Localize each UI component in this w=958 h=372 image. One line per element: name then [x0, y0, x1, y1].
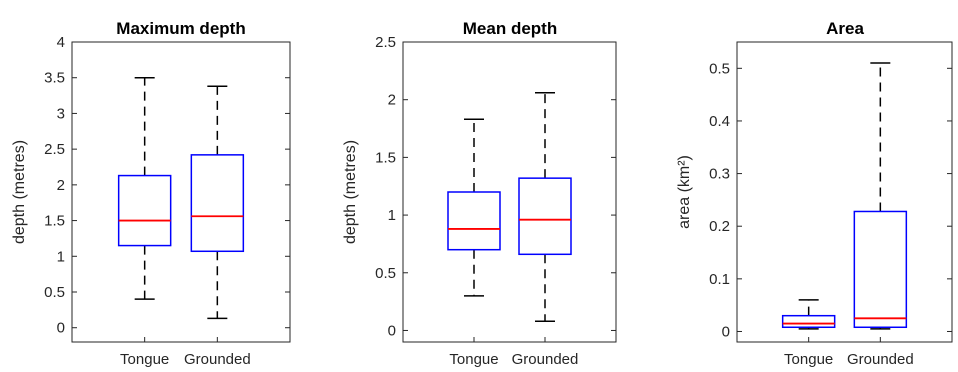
- y-tick-label: 2: [388, 92, 396, 109]
- y-tick-label: 1.5: [375, 149, 396, 166]
- y-tick-label: 4: [57, 34, 65, 51]
- y-tick-label: 0.5: [375, 265, 396, 282]
- box-iqr: [117, 174, 172, 247]
- box-iqr: [190, 154, 245, 253]
- y-tick-label: 0: [722, 323, 730, 340]
- y-tick-label: 1.5: [44, 213, 65, 230]
- y-axis-label: depth (metres): [11, 140, 28, 244]
- x-tick-label: Grounded: [847, 351, 914, 368]
- x-tick-label: Grounded: [512, 351, 579, 368]
- y-tick-label: 1: [388, 207, 396, 224]
- x-tick-label: Grounded: [184, 351, 251, 368]
- x-tick-label: Tongue: [784, 351, 833, 368]
- y-tick-label: 0.5: [709, 60, 730, 77]
- chart-panel-2: Mean depth 0 0.5 1 1.5 2 2.5 depth (metres) Tong…: [342, 19, 617, 368]
- chart-panel-1: Maximum depth 0 0.5 1 1.5 2 2.5 3 3.5 4 depth (met…: [11, 19, 291, 368]
- y-tick-label: 0.4: [709, 113, 730, 130]
- y-tick-label: 3: [57, 105, 65, 122]
- plot-frame: [71, 41, 291, 343]
- x-tick-label: Tongue: [120, 351, 169, 368]
- box-iqr: [781, 314, 836, 329]
- y-tick-label: 0.2: [709, 218, 730, 235]
- box-iqr: [518, 177, 572, 256]
- plot-frame: [402, 41, 617, 343]
- chart-title: Mean depth: [463, 19, 557, 38]
- y-tick-label: 1: [57, 248, 65, 265]
- y-tick-label: 3.5: [44, 70, 65, 87]
- y-tick-label: 0: [388, 322, 396, 339]
- y-tick-label: 2.5: [375, 34, 396, 51]
- y-tick-label: 2: [57, 177, 65, 194]
- chart-title: Maximum depth: [116, 19, 245, 38]
- plot-frame: [736, 41, 953, 343]
- y-tick-label: 0: [57, 320, 65, 337]
- y-axis-label: area (km²): [676, 155, 693, 229]
- box-iqr: [853, 210, 908, 329]
- box-iqr: [447, 191, 501, 251]
- y-tick-label: 2.5: [44, 141, 65, 158]
- chart-panel-3: Area 0 0.1 0.2 0.3 0.4 0.5 area (km²) Tongue Grou…: [676, 19, 953, 368]
- y-tick-label: 0.1: [709, 271, 730, 288]
- y-axis-label: depth (metres): [342, 140, 359, 244]
- y-tick-label: 0.5: [44, 284, 65, 301]
- x-tick-label: Tongue: [449, 351, 498, 368]
- chart-title: Area: [826, 19, 864, 38]
- y-tick-label: 0.3: [709, 166, 730, 183]
